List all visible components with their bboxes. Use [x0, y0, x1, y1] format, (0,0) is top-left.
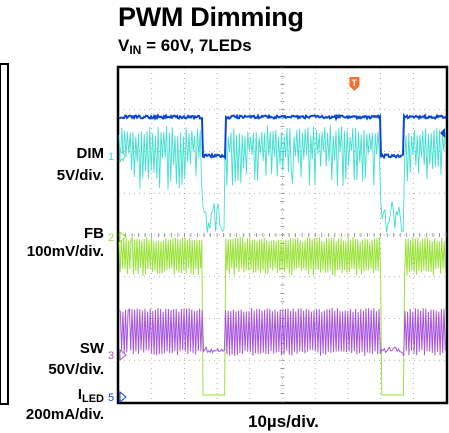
trigger-marker-label: T: [351, 78, 357, 88]
channel-marker-label: 3: [108, 350, 114, 362]
channel-marker-label: 5: [108, 392, 114, 404]
left-clipped-panel: [0, 64, 8, 404]
channel-marker-label: 1: [108, 151, 114, 163]
channel-marker-label: 2: [108, 232, 114, 244]
